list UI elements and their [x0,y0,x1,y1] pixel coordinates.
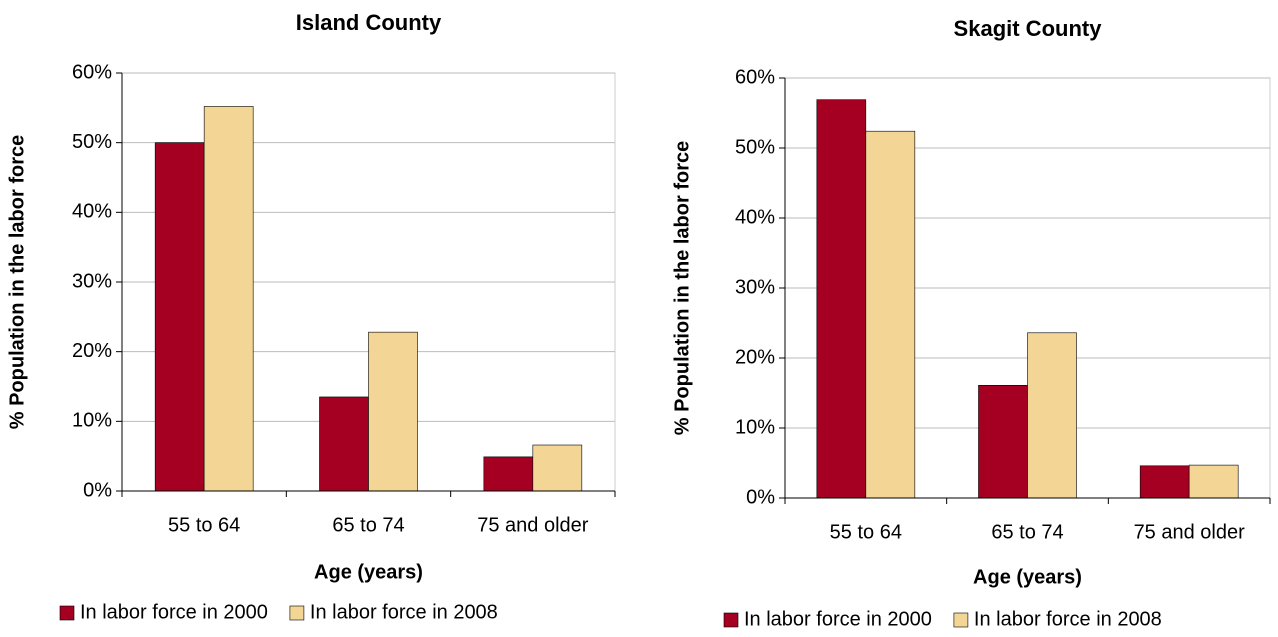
bar [1027,332,1077,499]
bar [1139,465,1190,499]
legend-swatch [953,612,969,628]
bar [532,444,583,492]
bar [368,331,418,492]
legend-label: In labor force in 2000 [80,601,268,623]
bar [483,456,534,492]
x-tick-label: 55 to 64 [168,514,240,536]
chart-title: Island County [296,10,442,35]
legend-label: In labor force in 2008 [974,608,1162,630]
y-tick-label: 0% [746,486,775,508]
y-axis-title: % Population in the labor force [671,141,693,435]
y-tick-label: 40% [72,201,112,223]
bar [978,384,1028,499]
bar [1188,464,1239,499]
y-tick-label: 30% [735,276,775,298]
x-tick-label: 65 to 74 [332,514,404,536]
bar [816,99,867,499]
y-axis-title: % Population in the labor force [6,135,28,429]
y-tick-label: 60% [72,61,112,83]
legend-swatch [59,605,75,621]
bar [319,396,369,492]
y-tick-label: 60% [735,66,775,88]
bar [865,130,916,499]
y-tick-label: 20% [72,340,112,362]
y-tick-label: 30% [72,270,112,292]
y-tick-label: 0% [83,479,112,501]
x-axis-title: Age (years) [973,566,1082,588]
x-axis-title: Age (years) [314,561,423,583]
bar [154,142,205,492]
legend-swatch [289,605,305,621]
y-tick-label: 10% [735,416,775,438]
bar [203,106,254,492]
y-tick-label: 10% [72,410,112,432]
y-tick-label: 50% [735,136,775,158]
y-tick-label: 50% [72,131,112,153]
legend-swatch [723,612,739,628]
y-tick-label: 40% [735,206,775,228]
chart-title: Skagit County [954,16,1103,41]
legend-label: In labor force in 2008 [310,601,498,623]
x-tick-label: 65 to 74 [991,521,1063,543]
x-tick-label: 75 and older [477,514,589,536]
x-tick-label: 55 to 64 [830,521,902,543]
x-tick-label: 75 and older [1134,521,1246,543]
y-tick-label: 20% [735,346,775,368]
legend-label: In labor force in 2000 [744,608,932,630]
